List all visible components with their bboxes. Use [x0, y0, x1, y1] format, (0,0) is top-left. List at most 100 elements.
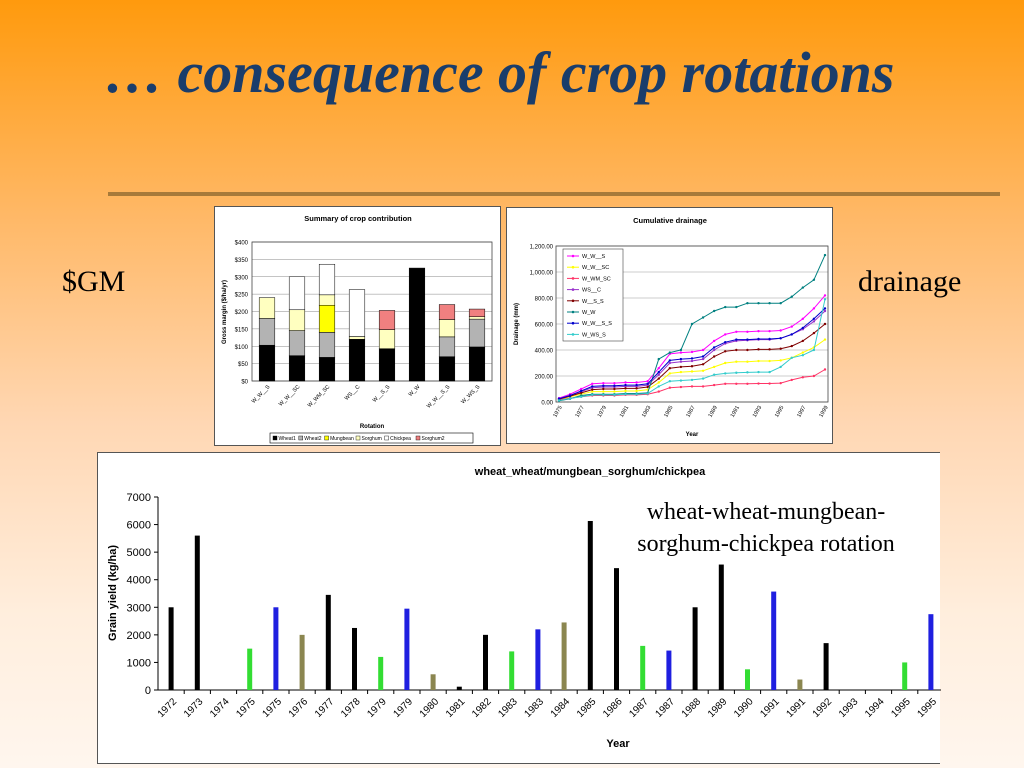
data-point	[712, 355, 716, 358]
x-tick-label: 1989	[708, 405, 719, 419]
legend-label: W_W__S_S	[582, 321, 612, 327]
data-point	[779, 347, 782, 350]
bar-segment	[288, 309, 306, 331]
data-point	[724, 372, 727, 375]
data-point	[790, 295, 793, 298]
legend-label: W__S_S	[582, 299, 604, 305]
yield-bar	[692, 607, 698, 690]
data-point	[724, 382, 727, 385]
x-tick-label: 1975	[261, 696, 285, 720]
data-point	[801, 326, 805, 330]
y-tick-label: 200.00	[535, 375, 554, 381]
data-point	[701, 357, 705, 361]
data-point	[602, 390, 605, 393]
bar-segment	[378, 310, 396, 330]
data-point	[701, 348, 705, 352]
legend-marker	[571, 333, 575, 336]
y-tick-label: 600.00	[535, 323, 554, 329]
x-axis-label: Rotation	[360, 424, 385, 430]
yield-bar	[561, 622, 567, 690]
y-axis-label: Gross margin ($/ha/yr)	[222, 280, 228, 344]
bar-segment	[438, 319, 456, 338]
data-point	[657, 385, 660, 388]
data-point	[646, 385, 649, 389]
y-axis-label: Drainage (mm)	[514, 303, 520, 345]
data-point	[557, 399, 561, 402]
data-point	[735, 338, 738, 341]
yield-bar	[587, 520, 593, 690]
data-point	[690, 365, 694, 368]
data-point	[690, 370, 694, 373]
legend-marker	[571, 254, 575, 258]
bar-segment	[408, 267, 426, 382]
bar-segment	[378, 348, 396, 382]
yield-bar	[325, 594, 331, 690]
data-point	[790, 378, 793, 382]
x-axis-label: Year	[606, 738, 630, 750]
bar-segment	[468, 308, 486, 317]
grain-yield-panel: wheat_wheat/mungbean_sorghum/chickpea 0 10…	[97, 452, 971, 764]
data-point	[701, 377, 705, 380]
data-point	[801, 286, 805, 289]
data-point	[635, 381, 638, 384]
data-point	[812, 320, 816, 323]
yield-bar	[456, 686, 462, 690]
data-point	[668, 380, 672, 383]
legend-label: Wheat2	[304, 436, 321, 442]
yield-bar	[640, 645, 646, 690]
data-point	[613, 381, 616, 385]
data-point	[712, 373, 716, 376]
data-point	[624, 389, 627, 393]
x-tick-label: 1999	[818, 405, 829, 419]
legend-marker	[571, 277, 575, 280]
legend-box	[269, 432, 474, 444]
data-point	[779, 302, 782, 305]
y-tick-label: $250	[235, 293, 249, 299]
data-point	[591, 388, 594, 391]
bar-segment	[468, 346, 486, 382]
data-point	[624, 381, 627, 384]
data-point	[602, 387, 605, 391]
x-tick-label: 1977	[575, 405, 586, 419]
yield-bar	[823, 643, 829, 690]
data-point	[823, 309, 827, 313]
data-point	[790, 333, 793, 336]
data-point	[712, 346, 716, 349]
data-point	[712, 348, 716, 352]
data-point	[701, 369, 705, 372]
x-tick-label: 1991	[758, 696, 782, 720]
yield-bar	[614, 568, 619, 690]
bar-segment	[288, 276, 306, 311]
bar-segment	[348, 336, 366, 340]
x-tick-label: 1990	[732, 696, 756, 720]
y-tick-label: $50	[238, 362, 249, 368]
data-point	[779, 365, 782, 369]
data-point	[757, 382, 760, 385]
y-tick-label: $150	[235, 327, 249, 333]
data-point	[790, 356, 793, 359]
data-point	[591, 390, 594, 393]
data-point	[579, 391, 583, 395]
data-point	[779, 329, 782, 332]
legend-marker	[571, 310, 575, 314]
data-point	[591, 385, 594, 388]
x-tick-label: 1993	[752, 405, 763, 419]
data-point	[701, 316, 705, 319]
data-point	[657, 357, 660, 361]
y-tick-label: 4000	[127, 575, 151, 587]
legend-label: Sorghum2	[422, 436, 445, 442]
data-point	[735, 382, 738, 385]
data-point	[724, 305, 727, 309]
x-tick-label: 1987	[654, 696, 678, 720]
data-point	[757, 329, 760, 333]
data-point	[646, 380, 649, 383]
data-point	[801, 354, 805, 357]
yield-bar	[928, 614, 934, 690]
data-point	[712, 383, 716, 387]
data-point	[823, 322, 827, 326]
x-axis-label: Year	[686, 432, 699, 438]
data-point	[812, 317, 816, 320]
legend-label: W_W__SC	[582, 265, 609, 271]
data-point	[701, 355, 705, 358]
series-line	[558, 369, 826, 401]
